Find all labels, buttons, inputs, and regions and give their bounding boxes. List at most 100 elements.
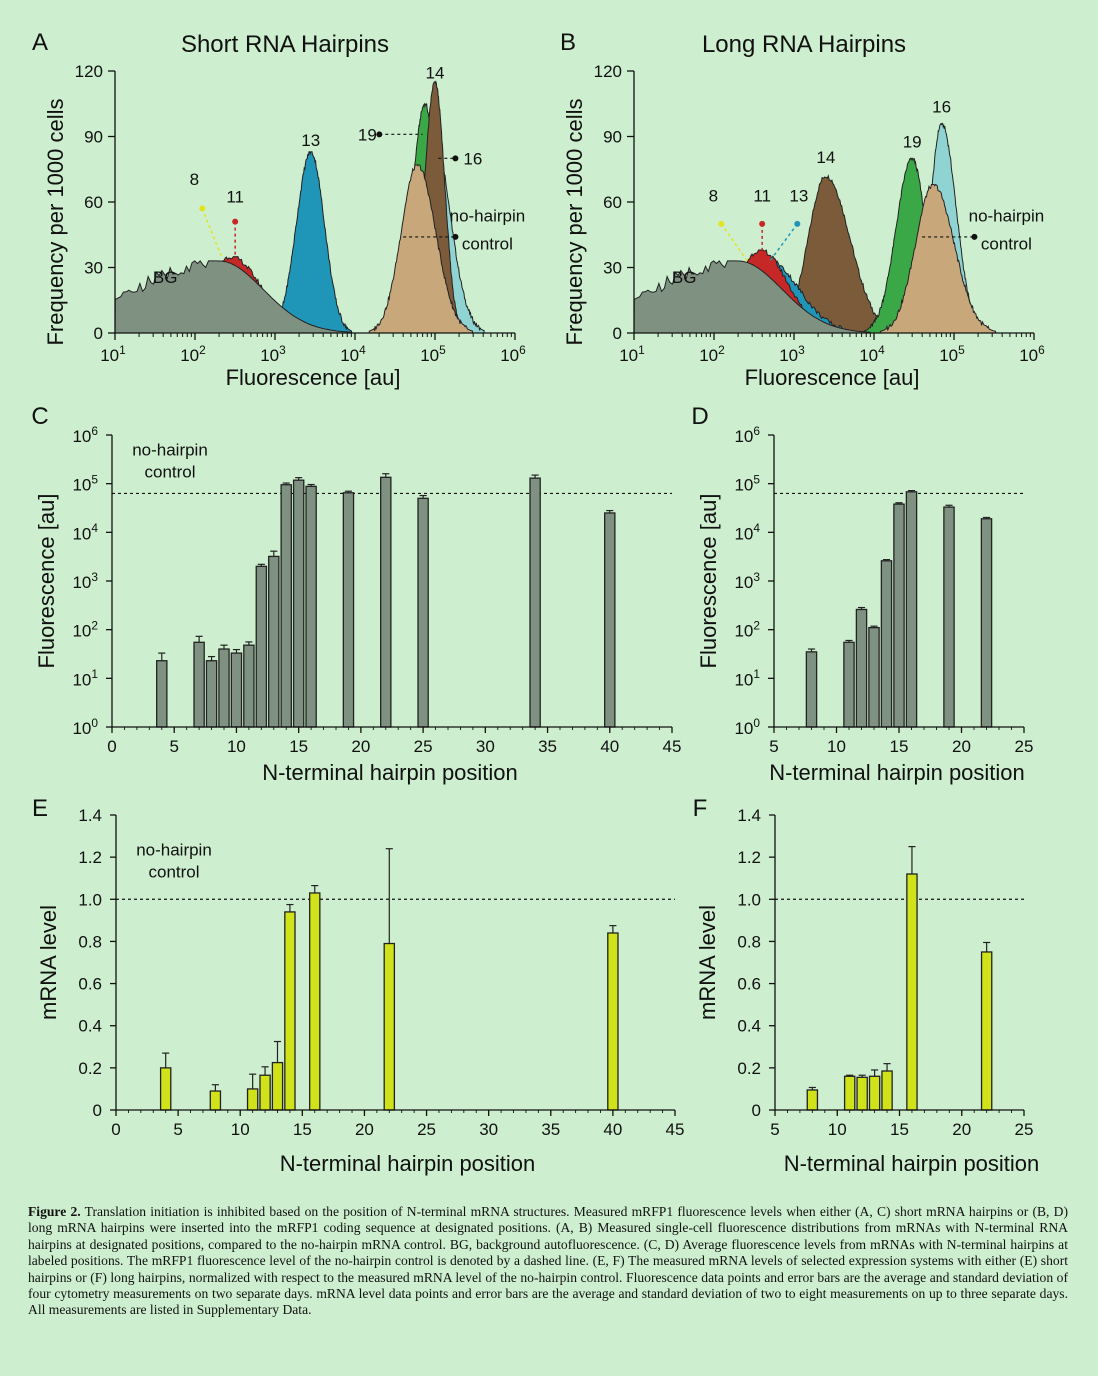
y-tick-label: 1.4 bbox=[78, 806, 102, 825]
y-tick-label: 60 bbox=[84, 193, 103, 212]
panel-letter: A bbox=[32, 29, 48, 56]
bar bbox=[218, 648, 230, 728]
x-tick-label: 5 bbox=[770, 1120, 779, 1139]
y-tick-label: 30 bbox=[84, 259, 103, 278]
panel-d: 5 10 15 20 25 D Fluorescence [au] N-terminal ha… bbox=[691, 403, 1033, 785]
bar bbox=[243, 644, 255, 728]
label-19: 19 bbox=[358, 125, 377, 144]
y-tick-label: 60 bbox=[603, 193, 622, 212]
bar bbox=[843, 641, 855, 728]
x-tick-label: 25 bbox=[1015, 1120, 1034, 1139]
bar bbox=[259, 1074, 271, 1111]
panel-letter: F bbox=[693, 795, 708, 822]
label-19: 19 bbox=[903, 132, 922, 151]
x-tick-label: 10 bbox=[227, 737, 246, 756]
bar bbox=[230, 652, 243, 728]
y-tick-label: 102 bbox=[734, 619, 760, 641]
y-tick-label: 101 bbox=[72, 667, 98, 689]
bar bbox=[881, 1070, 893, 1111]
bar bbox=[905, 491, 918, 728]
x-tick-label: 102 bbox=[699, 343, 725, 365]
y-tick-label: 120 bbox=[594, 62, 622, 81]
panel-e: 0 0.2 0.4 0.6 0.8 1.0 1.2 1.4 0 5 10 15 20 25 30 35 40 45… bbox=[32, 795, 684, 1176]
panel-title: Long RNA Hairpins bbox=[702, 31, 906, 58]
x-tick-label: 5 bbox=[769, 737, 778, 756]
label-control-line2: control bbox=[981, 234, 1032, 253]
x-tick-label: 45 bbox=[666, 1120, 685, 1139]
bar bbox=[529, 477, 541, 728]
series-BG-area bbox=[114, 260, 352, 334]
y-tick-label: 0.8 bbox=[78, 932, 102, 951]
pointer-8 bbox=[201, 208, 224, 260]
bar bbox=[880, 560, 893, 728]
y-tick-label: 101 bbox=[734, 667, 760, 689]
bar bbox=[255, 565, 268, 728]
x-tick-label: 5 bbox=[169, 737, 178, 756]
bar bbox=[868, 627, 880, 728]
bar bbox=[156, 660, 168, 728]
label-13: 13 bbox=[301, 131, 320, 150]
figure-caption: Figure 2. Translation initiation is inhi… bbox=[28, 1204, 1068, 1319]
x-tick-label: 105 bbox=[939, 343, 965, 365]
x-axis-label: Fluorescence [au] bbox=[745, 365, 920, 390]
bar bbox=[193, 641, 205, 728]
panel-letter: C bbox=[31, 403, 48, 430]
pointer-13-dot bbox=[794, 220, 801, 227]
bar bbox=[209, 1090, 222, 1111]
bar bbox=[305, 485, 317, 728]
bar bbox=[309, 892, 321, 1111]
panel-title: Short RNA Hairpins bbox=[181, 31, 389, 58]
pointer-8 bbox=[720, 223, 748, 262]
x-axis-label: N-terminal hairpin position bbox=[262, 760, 518, 785]
x-tick-label: 0 bbox=[107, 737, 116, 756]
y-tick-label: 1.0 bbox=[737, 890, 761, 909]
bar bbox=[268, 555, 280, 728]
x-axis-label: N-terminal hairpin position bbox=[280, 1151, 536, 1176]
x-axis-label: N-terminal hairpin position bbox=[784, 1151, 1040, 1176]
bar bbox=[943, 506, 955, 728]
x-tick-label: 15 bbox=[890, 1120, 909, 1139]
x-tick-label: 103 bbox=[260, 343, 286, 365]
bar bbox=[906, 873, 918, 1111]
x-tick-label: 25 bbox=[1015, 737, 1034, 756]
panel-c: 0 5 10 15 20 25 30 35 40 45 C Fluorescence [au] N-te… bbox=[31, 403, 681, 785]
pointer-13 bbox=[769, 223, 798, 262]
pointer-control-dot bbox=[452, 233, 459, 240]
label-14: 14 bbox=[426, 63, 445, 82]
x-tick-label: 15 bbox=[289, 737, 308, 756]
x-tick-label: 25 bbox=[417, 1120, 436, 1139]
x-tick-label: 40 bbox=[600, 737, 619, 756]
y-axis-label: Fluorescence [au] bbox=[34, 494, 59, 669]
bar bbox=[868, 1075, 881, 1111]
label-13: 13 bbox=[789, 187, 808, 206]
control-label-line1: no-hairpin bbox=[132, 440, 208, 459]
x-tick-label: 20 bbox=[355, 1120, 374, 1139]
y-tick-label: 106 bbox=[72, 424, 98, 446]
y-tick-label: 104 bbox=[734, 521, 760, 543]
y-tick-label: 0 bbox=[613, 324, 622, 343]
x-tick-label: 5 bbox=[173, 1120, 182, 1139]
bar bbox=[380, 476, 392, 728]
y-axis-label: Frequency per 1000 cells bbox=[43, 98, 68, 345]
y-tick-label: 0.2 bbox=[737, 1059, 761, 1078]
x-tick-label: 103 bbox=[779, 343, 805, 365]
bar bbox=[271, 1061, 284, 1111]
control-label-line2: control bbox=[148, 862, 199, 881]
label-11: 11 bbox=[753, 187, 771, 206]
label-16: 16 bbox=[932, 97, 951, 116]
bar bbox=[856, 1076, 868, 1111]
x-tick-label: 35 bbox=[541, 1120, 560, 1139]
panel-letter: E bbox=[32, 795, 48, 822]
x-tick-label: 15 bbox=[890, 737, 909, 756]
x-tick-label: 30 bbox=[476, 737, 495, 756]
x-tick-label: 20 bbox=[952, 1120, 971, 1139]
pointer-8-dot bbox=[199, 205, 206, 212]
y-tick-label: 100 bbox=[734, 716, 760, 738]
series-no-hairpin-control-area bbox=[879, 183, 997, 334]
x-tick-label: 104 bbox=[340, 343, 366, 365]
pointer-19-dot bbox=[376, 131, 383, 138]
y-tick-label: 104 bbox=[72, 521, 98, 543]
x-axis-label: N-terminal hairpin position bbox=[769, 760, 1025, 785]
bar bbox=[893, 503, 905, 728]
